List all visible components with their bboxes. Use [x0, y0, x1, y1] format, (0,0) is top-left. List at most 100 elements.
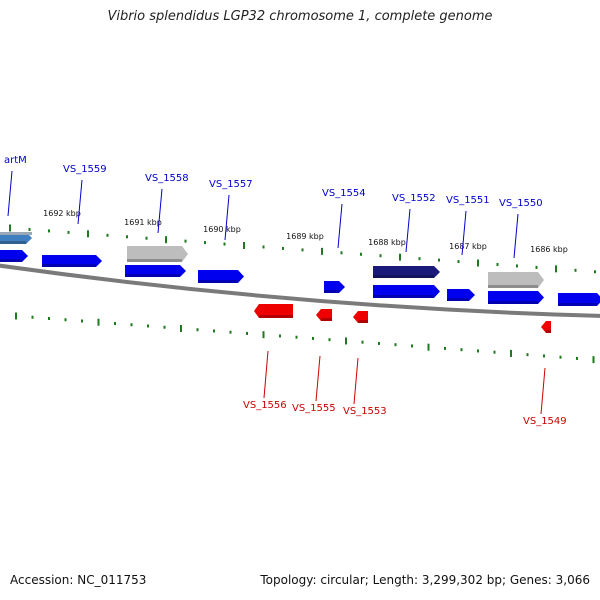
gene-forward-unlabelled: [558, 293, 600, 306]
gene-forward-unlabelled-shape: [0, 250, 28, 262]
gene-leader-forward: [513, 213, 519, 259]
gene-leader-forward: [157, 188, 163, 234]
gene-forward-shade: [127, 259, 182, 262]
gene-forward: [488, 272, 544, 288]
upper-tick: [477, 259, 479, 267]
upper-tick: [399, 253, 401, 261]
lower-tick: [394, 343, 397, 347]
gene-label-reverse: VS_1556: [243, 400, 287, 411]
scale-label: 1688 kbp: [368, 238, 406, 247]
upper-tick: [457, 260, 460, 264]
lower-tick: [213, 329, 215, 333]
map-title: Vibrio splendidus LGP32 chromosome 1, co…: [107, 9, 493, 24]
gene-forward-shade: [0, 241, 26, 244]
gene-forward-unlabelled-shape: [558, 293, 600, 306]
gene-label-forward: VS_1551: [446, 195, 490, 206]
lower-tick: [147, 324, 149, 328]
upper-tick: [340, 251, 343, 255]
scale-label: 1690 kbp: [203, 225, 241, 234]
gene-reverse-shade: [321, 318, 332, 321]
gene-forward-shape: [488, 272, 544, 288]
gene-reverse: [353, 311, 368, 323]
scale-label: 1689 kbp: [286, 232, 324, 241]
gene-label-reverse: VS_1553: [343, 406, 387, 417]
gene-forward: [447, 289, 475, 301]
upper-tick: [555, 265, 557, 273]
gene-reverse-shape: [353, 311, 368, 323]
gene-forward-shade: [42, 264, 96, 267]
gene-leader-forward: [224, 194, 230, 241]
lower-tick: [592, 356, 595, 364]
gene-label-reverse: VS_1555: [292, 403, 336, 414]
scale-label: 1692 kbp: [43, 209, 81, 218]
gene-layer: [0, 232, 600, 333]
gene-reverse-shade: [546, 330, 551, 333]
scale-label: 1691 kbp: [124, 218, 162, 227]
gene-label-reverse: VS_1549: [523, 416, 567, 427]
gene-leader-forward: [77, 179, 83, 225]
gene-label-forward: artM: [4, 155, 27, 166]
gene-forward-unlabelled: [0, 250, 28, 262]
gene-forward-unlabelled: [373, 285, 440, 298]
gene-forward-shape: [373, 266, 440, 278]
lower-tick: [427, 343, 430, 351]
accession-label: Accession: NC_011753: [10, 573, 147, 587]
lower-tick: [460, 348, 463, 352]
gene-forward-shape: [125, 265, 186, 277]
upper-tick: [282, 246, 284, 250]
lower-tick: [477, 349, 479, 353]
upper-tick: [301, 248, 304, 252]
gene-forward-unlabelled: [488, 291, 544, 304]
upper-tick: [48, 229, 50, 233]
upper-tick: [574, 268, 577, 272]
gene-forward-unlabelled-shape: [488, 291, 544, 304]
gene-forward-shade: [447, 298, 469, 301]
lower-tick: [246, 331, 248, 335]
lower-tick: [180, 324, 182, 332]
upper-tick: [184, 239, 187, 243]
lower-tick: [130, 323, 133, 327]
gene-reverse: [541, 321, 551, 333]
lower-tick: [31, 315, 34, 319]
upper-tick: [438, 258, 440, 262]
gene-leader-reverse: [353, 357, 359, 405]
gene-label-forward: VS_1550: [499, 198, 543, 209]
gene-label-forward: VS_1559: [63, 164, 107, 175]
gene-label-forward: VS_1558: [145, 173, 189, 184]
upper-tick: [67, 230, 70, 234]
lower-tick: [378, 341, 380, 345]
gene-forward-shape: [447, 289, 475, 301]
lower-tick: [345, 337, 347, 345]
lower-tick: [510, 349, 512, 357]
upper-tick: [496, 262, 499, 266]
gene-forward: [373, 266, 440, 278]
lower-tick: [114, 321, 116, 325]
lower-tick: [328, 338, 331, 342]
lower-tick: [526, 353, 529, 357]
gene-reverse-shape: [316, 309, 332, 321]
lower-tick: [97, 318, 100, 326]
gene-forward: [324, 281, 345, 293]
gene-reverse-shape: [254, 304, 293, 318]
gene-label-forward: VS_1557: [209, 179, 253, 190]
gene-edge: [0, 232, 32, 235]
lower-tick: [81, 319, 83, 323]
upper-tick: [321, 247, 323, 255]
gene-forward: [127, 246, 188, 262]
upper-tick: [9, 224, 11, 232]
gene-forward-shape: [127, 246, 188, 262]
upper-tick: [223, 242, 226, 246]
gene-leader-forward: [337, 203, 343, 249]
gene-leader-forward: [461, 210, 467, 256]
gene-reverse: [254, 304, 293, 318]
gene-leader-reverse: [263, 350, 269, 399]
gene-reverse: [316, 309, 332, 321]
upper-tick: [418, 257, 421, 261]
label-layer: 1692 kbp 1691 kbp 1690 kbp 1689 kbp 1688 kbp…: [4, 155, 568, 427]
upper-tick: [594, 270, 596, 274]
upper-tick: [379, 254, 382, 258]
lower-tick: [279, 334, 281, 338]
genome-backbone: [0, 263, 600, 318]
gene-leader-reverse: [540, 367, 546, 415]
